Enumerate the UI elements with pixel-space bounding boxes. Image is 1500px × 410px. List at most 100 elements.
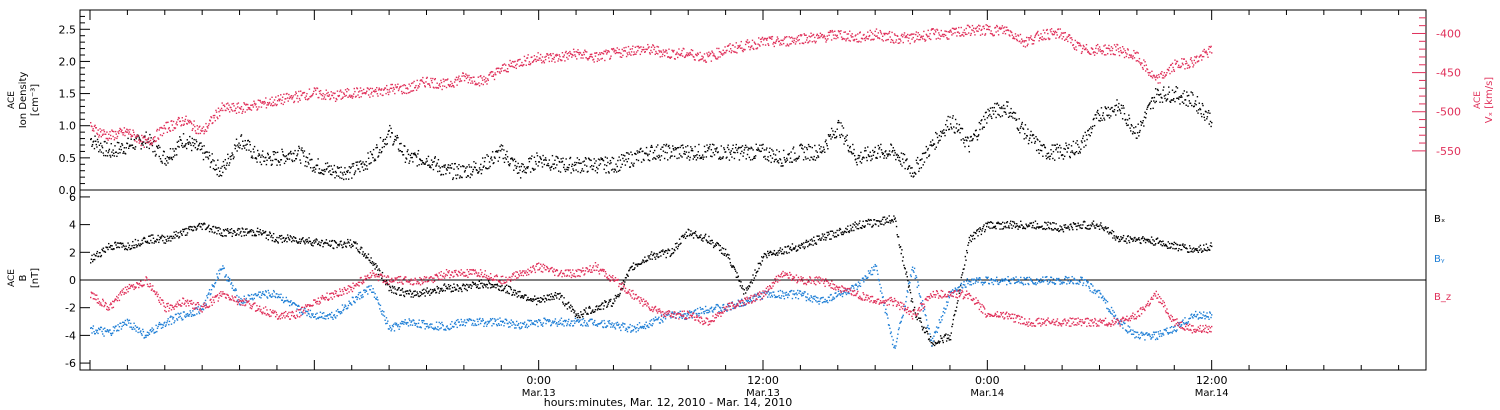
data-point	[1078, 42, 1081, 44]
data-point	[334, 100, 337, 103]
data-point	[144, 237, 146, 240]
data-point	[328, 94, 331, 96]
data-point	[342, 178, 345, 181]
data-point	[636, 263, 638, 266]
data-point	[115, 244, 117, 246]
data-point	[732, 264, 734, 267]
data-point	[386, 282, 388, 284]
data-point	[513, 289, 515, 291]
data-point	[1120, 104, 1123, 106]
data-point	[480, 172, 483, 175]
data-point	[437, 158, 440, 161]
data-point	[824, 36, 826, 38]
data-point	[222, 160, 225, 163]
data-point	[461, 75, 463, 77]
data-point	[1009, 111, 1012, 114]
data-point	[113, 248, 115, 250]
data-point	[184, 228, 186, 230]
data-point	[916, 35, 919, 38]
data-point	[330, 165, 332, 167]
data-point	[870, 31, 873, 34]
data-point	[740, 146, 742, 149]
data-point	[391, 132, 394, 134]
data-point	[296, 95, 299, 97]
data-point	[152, 237, 155, 239]
data-point	[126, 249, 129, 251]
data-point	[1087, 129, 1090, 132]
data-point	[956, 130, 959, 133]
data-point	[550, 166, 552, 168]
data-point	[453, 283, 455, 285]
data-point	[121, 132, 124, 134]
data-point	[1121, 118, 1124, 120]
data-point	[144, 240, 147, 243]
data-point	[574, 164, 577, 166]
data-point	[173, 150, 175, 152]
data-point	[834, 235, 836, 238]
data-point	[529, 171, 532, 173]
data-point	[983, 126, 985, 128]
data-point	[630, 162, 633, 164]
data-point	[1024, 40, 1026, 42]
data-point	[860, 151, 862, 154]
data-point	[739, 147, 741, 149]
data-point	[1182, 63, 1184, 66]
data-point	[857, 33, 859, 35]
data-point	[216, 116, 218, 118]
data-point	[139, 245, 141, 247]
data-point	[281, 148, 283, 151]
data-point	[691, 49, 694, 52]
data-point	[754, 275, 757, 277]
data-point	[1055, 37, 1057, 39]
data-point	[461, 176, 463, 179]
data-point	[898, 42, 901, 44]
data-point	[991, 117, 993, 120]
data-point	[143, 146, 145, 148]
data-point	[749, 159, 752, 161]
data-point	[321, 169, 323, 171]
data-point	[116, 242, 119, 244]
data-point	[149, 144, 151, 146]
data-point	[171, 120, 173, 122]
data-point	[715, 244, 717, 247]
data-point	[805, 158, 807, 160]
data-point	[286, 97, 289, 99]
data-point	[976, 26, 979, 28]
data-point	[662, 49, 665, 51]
data-point	[844, 137, 846, 140]
data-point	[1003, 30, 1005, 33]
data-point	[360, 163, 362, 165]
data-point	[356, 161, 359, 163]
data-point	[886, 39, 888, 41]
data-point	[596, 60, 599, 63]
data-point	[447, 83, 450, 86]
data-point	[125, 245, 127, 247]
data-point	[194, 146, 197, 149]
data-point	[99, 149, 101, 151]
data-point	[496, 67, 498, 69]
data-point	[617, 170, 620, 172]
data-point	[926, 157, 928, 159]
data-point	[851, 33, 853, 35]
data-point	[977, 30, 979, 33]
data-point	[405, 92, 408, 95]
data-point	[879, 223, 882, 225]
data-point	[1169, 100, 1171, 103]
data-point	[1176, 97, 1178, 100]
data-point	[260, 234, 263, 236]
data-point	[479, 282, 482, 285]
data-point	[123, 150, 125, 153]
data-point	[665, 256, 667, 259]
data-point	[920, 321, 922, 323]
data-point	[279, 164, 281, 166]
data-point	[430, 166, 432, 169]
data-point	[1050, 153, 1053, 155]
data-point	[609, 57, 612, 59]
data-point	[551, 58, 554, 60]
data-point	[1040, 144, 1042, 146]
data-point	[161, 127, 163, 129]
data-point	[892, 147, 895, 149]
data-point	[1050, 31, 1052, 33]
data-point	[738, 159, 741, 161]
data-point	[883, 216, 886, 218]
